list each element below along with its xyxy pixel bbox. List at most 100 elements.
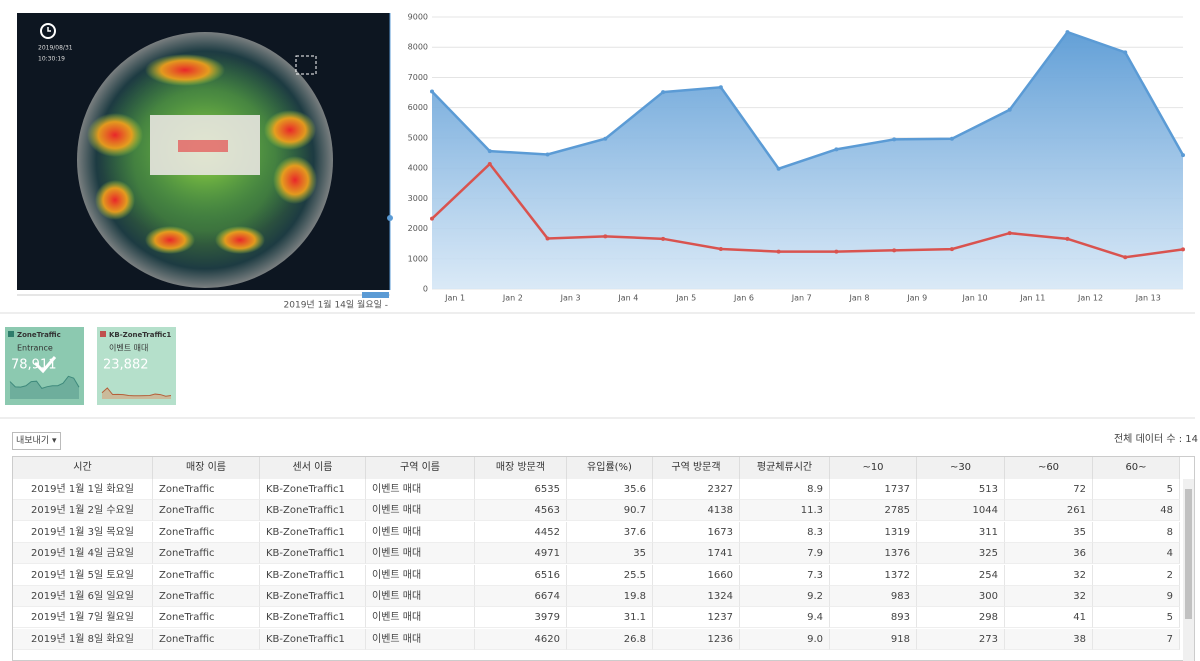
table-cell: 4971 <box>475 543 567 565</box>
card-swatch <box>8 331 14 337</box>
table-cell: 2019년 1월 6일 일요일 <box>13 586 153 607</box>
y-tick-label: 9000 <box>408 13 428 22</box>
point <box>1123 255 1128 260</box>
area <box>432 32 1183 289</box>
point <box>718 85 723 90</box>
column-header: 60~ <box>1093 457 1180 479</box>
x-tick-label: Jan 13 <box>1135 294 1161 303</box>
point <box>661 90 666 95</box>
table-cell: 311 <box>917 521 1005 543</box>
table-cell: 2019년 1월 2일 수요일 <box>13 500 153 522</box>
heatmap-view: 2019/08/31 10:30:19 2019년 1월 14일 월요일 - <box>17 13 393 311</box>
table-cell: KB-ZoneTraffic1 <box>260 543 366 565</box>
heat-spot <box>145 226 195 254</box>
y-tick-label: 6000 <box>408 103 428 112</box>
table-cell: 1673 <box>653 521 740 543</box>
card-name: ZoneTraffic <box>17 331 61 339</box>
table-cell: 2327 <box>653 479 740 500</box>
point <box>1065 30 1070 35</box>
point <box>892 248 897 253</box>
slider-knob[interactable] <box>387 215 393 221</box>
table-cell: 8.3 <box>740 521 830 543</box>
column-header: 매장 방문객 <box>475 457 567 479</box>
point <box>834 147 839 152</box>
sparkline <box>101 387 172 397</box>
point <box>949 136 954 141</box>
clock-icon[interactable] <box>40 23 56 39</box>
store-sign <box>178 140 228 152</box>
table-cell: 1372 <box>830 564 917 586</box>
table-cell: 2019년 1월 1일 화요일 <box>13 479 153 500</box>
table-cell: 4620 <box>475 628 567 650</box>
point <box>718 246 723 251</box>
table-cell: 7.9 <box>740 543 830 565</box>
column-header: ~10 <box>830 457 917 479</box>
table-cell: 2019년 1월 8일 화요일 <box>13 628 153 650</box>
line <box>431 162 1184 259</box>
y-tick-label: 7000 <box>408 73 428 82</box>
table-cell: 9 <box>1093 586 1180 607</box>
column-header: 시간 <box>13 457 153 479</box>
sparkline <box>9 375 80 389</box>
scrollbar[interactable] <box>1183 479 1194 661</box>
table-cell: 35.6 <box>567 479 653 500</box>
table-cell: 7.3 <box>740 564 830 586</box>
table-cell: 6674 <box>475 586 567 607</box>
column-header: 매장 이름 <box>153 457 260 479</box>
scroll-thumb[interactable] <box>1185 489 1192 619</box>
table-cell: 26.8 <box>567 628 653 650</box>
table-cell: 2019년 1월 7일 월요일 <box>13 607 153 629</box>
table-cell: 513 <box>917 479 1005 500</box>
table-cell: 325 <box>917 543 1005 565</box>
table-cell: 893 <box>830 607 917 629</box>
point <box>603 234 608 239</box>
heatmap-date: 2019/08/31 <box>38 45 73 52</box>
point <box>545 236 550 241</box>
table-cell: 300 <box>917 586 1005 607</box>
table-cell: 4 <box>1093 543 1180 565</box>
table-cell: 254 <box>917 564 1005 586</box>
point <box>603 136 608 141</box>
table-cell: 983 <box>830 586 917 607</box>
column-header: 평균체류시간 <box>740 457 830 479</box>
timeline-caption: 2019년 1월 14일 월요일 - <box>284 299 388 311</box>
table-cell: 6535 <box>475 479 567 500</box>
export-button[interactable]: 내보내기 ▾ <box>12 432 61 450</box>
x-tick-label: Jan 10 <box>961 294 987 303</box>
column-header: 구역 이름 <box>366 457 475 479</box>
table-cell: 2019년 1월 5일 토요일 <box>13 564 153 586</box>
table-cell: KB-ZoneTraffic1 <box>260 628 366 650</box>
point <box>776 166 781 171</box>
timeline-handle[interactable] <box>362 292 389 298</box>
point <box>1007 107 1012 112</box>
point <box>1181 153 1185 158</box>
x-tick-label: Jan 9 <box>906 294 927 303</box>
table-cell: KB-ZoneTraffic1 <box>260 586 366 607</box>
table-cell: 36 <box>1005 543 1093 565</box>
clock-hands <box>47 27 51 32</box>
table-cell: ZoneTraffic <box>153 586 260 607</box>
table-cell: 35 <box>567 543 653 565</box>
x-tick-label: Jan 8 <box>849 294 870 303</box>
table-cell: 41 <box>1005 607 1093 629</box>
table-cell: 11.3 <box>740 500 830 522</box>
table-cell: 1741 <box>653 543 740 565</box>
y-tick-label: 8000 <box>408 43 428 52</box>
table-cell: 5 <box>1093 479 1180 500</box>
heat-spot <box>215 226 265 254</box>
select-icon[interactable] <box>295 55 317 75</box>
table-cell: 918 <box>830 628 917 650</box>
table-cell: 19.8 <box>567 586 653 607</box>
table-cell: 25.5 <box>567 564 653 586</box>
table-cell: 38 <box>1005 628 1093 650</box>
table-cell: 1737 <box>830 479 917 500</box>
table-cell: 4452 <box>475 521 567 543</box>
point <box>949 247 954 252</box>
table-cell: ZoneTraffic <box>153 500 260 522</box>
heatmap-time: 10:30:19 <box>38 56 65 63</box>
point <box>430 216 434 221</box>
point <box>661 236 666 241</box>
card-zone: Entrance <box>17 344 53 353</box>
point <box>430 89 434 94</box>
